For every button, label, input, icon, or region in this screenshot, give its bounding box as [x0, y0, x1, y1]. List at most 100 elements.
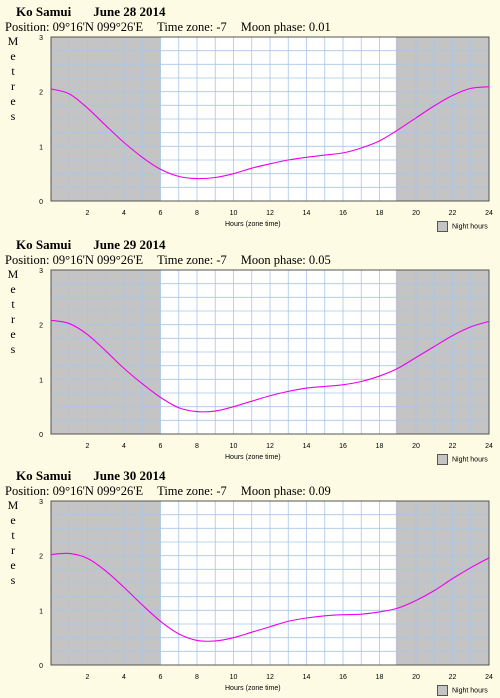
x-tick-label: 20: [412, 210, 420, 217]
plot-border: [50, 269, 490, 435]
timezone-text: Time zone: -7: [157, 253, 227, 267]
timezone-text: Time zone: -7: [157, 20, 227, 34]
tide-panel-0: Ko Samui June 28 2014 Position: 09°16'N 0…: [0, 0, 500, 233]
timezone-text: Time zone: -7: [157, 484, 227, 498]
y-tick-label: 2: [39, 90, 43, 97]
y-label-letter: r: [11, 79, 15, 93]
y-tick-label: 3: [39, 268, 43, 275]
y-tick-label: 0: [39, 663, 43, 670]
night-hours-legend: Night hours: [437, 685, 488, 696]
place-name: Ko Samui: [16, 237, 72, 252]
x-axis-label: Hours (zone time): [225, 685, 281, 692]
x-tick-label: 24: [485, 443, 493, 450]
panel-date: June 28 2014: [93, 4, 166, 19]
x-tick-label: 18: [376, 210, 384, 217]
night-hours-legend: Night hours: [437, 221, 488, 232]
x-tick-label: 20: [412, 443, 420, 450]
y-label-letter: e: [10, 94, 16, 108]
y-label-letter: r: [11, 312, 15, 326]
y-tick-label: 3: [39, 35, 43, 42]
legend-swatch: [437, 454, 448, 465]
x-tick-label: 22: [449, 674, 457, 681]
y-label-letter: e: [10, 558, 16, 572]
location-info: Position: 09°16'N 099°26'E Time zone: -7 M…: [5, 484, 345, 499]
plot-border: [50, 36, 490, 202]
x-tick-label: 6: [159, 674, 163, 681]
x-tick-label: 10: [230, 443, 238, 450]
x-tick-label: 4: [122, 443, 126, 450]
legend-swatch: [437, 685, 448, 696]
x-tick-label: 2: [86, 674, 90, 681]
x-tick-label: 6: [159, 443, 163, 450]
x-tick-label: 16: [339, 210, 347, 217]
x-tick-label: 12: [266, 674, 274, 681]
y-tick-label: 2: [39, 323, 43, 330]
legend-label: Night hours: [452, 456, 488, 464]
x-tick-label: 22: [449, 210, 457, 217]
x-tick-label: 20: [412, 674, 420, 681]
panel-title: Ko Samui June 30 2014: [16, 468, 166, 484]
position-text: Position: 09°16'N 099°26'E: [5, 253, 144, 267]
plot-border: [50, 500, 490, 666]
y-tick-label: 0: [39, 432, 43, 439]
y-tick-label: 0: [39, 199, 43, 206]
y-label-letter: t: [11, 64, 15, 78]
panel-title: Ko Samui June 28 2014: [16, 4, 166, 20]
tide-curve: [50, 552, 490, 642]
moon-phase-text: Moon phase: 0.01: [240, 20, 331, 34]
x-tick-label: 4: [122, 210, 126, 217]
y-label-letter: t: [11, 297, 15, 311]
x-tick-label: 4: [122, 674, 126, 681]
panel-title: Ko Samui June 29 2014: [16, 237, 166, 253]
place-name: Ko Samui: [16, 4, 72, 19]
legend-swatch: [437, 221, 448, 232]
y-label-letter: M: [7, 34, 19, 48]
x-tick-label: 14: [303, 674, 311, 681]
position-text: Position: 09°16'N 099°26'E: [5, 20, 144, 34]
y-tick-label: 3: [39, 499, 43, 506]
y-label-letter: e: [10, 513, 16, 527]
x-axis-label: Hours (zone time): [225, 221, 281, 228]
legend-label: Night hours: [452, 223, 488, 231]
y-label-letter: t: [11, 528, 15, 542]
y-label-letter: e: [10, 282, 16, 296]
panel-date: June 29 2014: [93, 237, 166, 252]
x-tick-label: 14: [303, 443, 311, 450]
y-label-letter: s: [10, 573, 16, 587]
y-tick-label: 1: [39, 608, 43, 615]
y-label-letter: r: [11, 543, 15, 557]
y-tick-label: 1: [39, 144, 43, 151]
x-tick-label: 8: [195, 210, 199, 217]
x-tick-label: 12: [266, 210, 274, 217]
x-tick-label: 24: [485, 674, 493, 681]
x-tick-label: 8: [195, 674, 199, 681]
x-tick-label: 10: [230, 674, 238, 681]
position-text: Position: 09°16'N 099°26'E: [5, 484, 144, 498]
tide-curve: [50, 86, 490, 180]
night-hours-legend: Night hours: [437, 454, 488, 465]
y-label-letter: M: [7, 498, 19, 512]
x-tick-label: 10: [230, 210, 238, 217]
x-tick-label: 2: [86, 210, 90, 217]
y-tick-label: 2: [39, 554, 43, 561]
x-tick-label: 14: [303, 210, 311, 217]
location-info: Position: 09°16'N 099°26'E Time zone: -7 M…: [5, 20, 345, 35]
y-label-letter: M: [7, 267, 19, 281]
x-tick-label: 16: [339, 674, 347, 681]
location-info: Position: 09°16'N 099°26'E Time zone: -7 M…: [5, 253, 345, 268]
y-label-letter: s: [10, 342, 16, 356]
x-tick-label: 12: [266, 443, 274, 450]
moon-phase-text: Moon phase: 0.09: [240, 484, 331, 498]
x-axis-label: Hours (zone time): [225, 454, 281, 461]
x-tick-label: 24: [485, 210, 493, 217]
tide-panel-2: Ko Samui June 30 2014 Position: 09°16'N 0…: [0, 464, 500, 697]
y-tick-label: 1: [39, 377, 43, 384]
x-tick-label: 2: [86, 443, 90, 450]
moon-phase-text: Moon phase: 0.05: [240, 253, 331, 267]
y-label-letter: s: [10, 109, 16, 123]
